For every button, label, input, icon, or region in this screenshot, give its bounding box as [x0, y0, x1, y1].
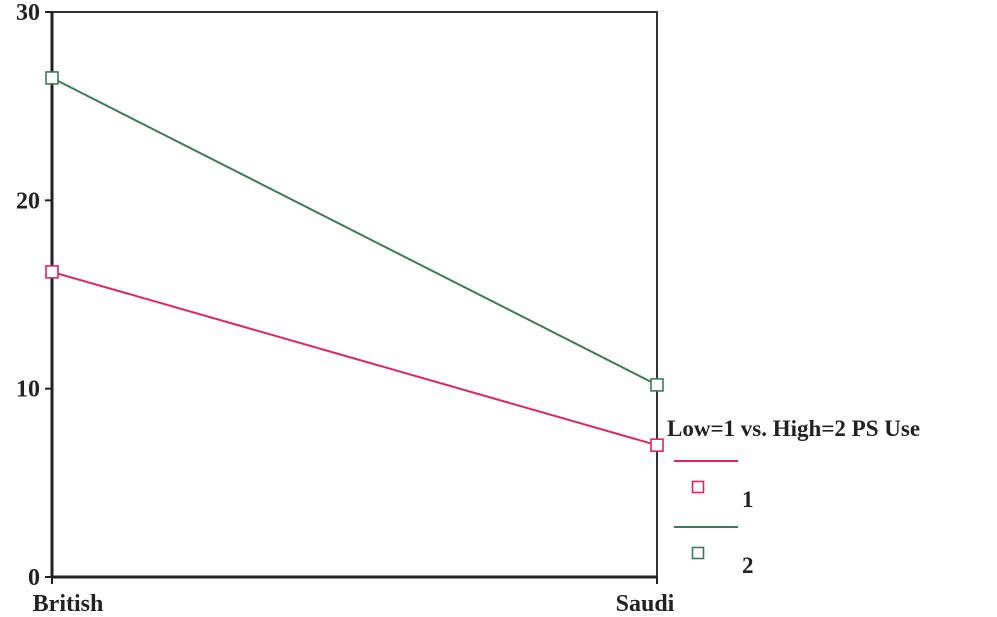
- x-tick-label: Saudi: [616, 591, 675, 617]
- series-line-2: [51, 77, 658, 386]
- y-tick-label: 20: [16, 188, 40, 214]
- plot-border: [51, 11, 658, 578]
- series-line-1: [51, 270, 658, 447]
- y-axis: 0 10 20 30: [16, 0, 52, 591]
- legend-marker-1: [691, 480, 705, 494]
- y-tick-label: 0: [28, 565, 40, 591]
- x-axis: British Saudi: [33, 577, 675, 617]
- legend-title: Low=1 vs. High=2 PS Use: [667, 416, 920, 441]
- y-tick-label: 30: [16, 0, 40, 26]
- plot-area: [50, 11, 658, 579]
- data-point-marker: [650, 378, 664, 392]
- y-tick-label: 10: [16, 377, 40, 403]
- series-layer: [45, 71, 664, 452]
- legend-label-1: 1: [742, 487, 754, 512]
- data-point-marker: [45, 265, 59, 279]
- legend: Low=1 vs. High=2 PS Use 1 2: [667, 416, 920, 578]
- data-point-marker: [650, 438, 664, 452]
- data-point-marker: [45, 71, 59, 85]
- legend-label-2: 2: [742, 553, 754, 578]
- x-tick-label: British: [33, 591, 104, 617]
- legend-marker-2: [691, 546, 705, 560]
